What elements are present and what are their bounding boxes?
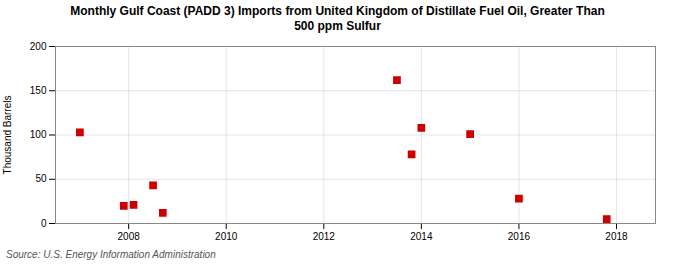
svg-text:200: 200 (30, 41, 47, 52)
svg-text:2010: 2010 (215, 231, 238, 242)
svg-text:0: 0 (41, 218, 47, 229)
svg-text:2008: 2008 (118, 231, 141, 242)
svg-text:50: 50 (35, 173, 47, 184)
svg-text:150: 150 (30, 85, 47, 96)
svg-text:Thousand Barrels: Thousand Barrels (2, 96, 13, 175)
svg-text:2012: 2012 (313, 231, 336, 242)
svg-text:2014: 2014 (410, 231, 433, 242)
svg-text:2016: 2016 (508, 231, 531, 242)
svg-text:100: 100 (30, 129, 47, 140)
html-text:Source: U.S. Energy Informatio: Source: U.S. Energy Information Administ… (6, 249, 216, 260)
html-text:Monthly Gulf Coast (PADD 3) Im: Monthly Gulf Coast (PADD 3) Imports from… (70, 4, 605, 33)
svg-text:2018: 2018 (605, 231, 628, 242)
